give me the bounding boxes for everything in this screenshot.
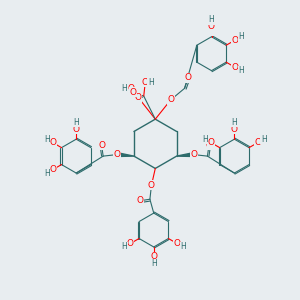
Text: H: H	[261, 135, 267, 144]
Text: O: O	[208, 22, 215, 31]
Text: O: O	[231, 36, 238, 45]
Text: O: O	[98, 141, 105, 150]
Text: H: H	[180, 242, 186, 251]
Text: O: O	[206, 141, 212, 150]
Text: O: O	[150, 253, 157, 262]
Polygon shape	[117, 153, 134, 157]
Text: H: H	[73, 118, 79, 127]
Text: O: O	[174, 239, 181, 248]
Text: H: H	[202, 135, 208, 144]
Text: O: O	[127, 239, 134, 248]
Text: H: H	[44, 169, 50, 178]
Text: H: H	[148, 78, 154, 87]
Text: O: O	[142, 78, 149, 87]
Text: O: O	[190, 150, 197, 159]
Text: O: O	[50, 165, 56, 174]
Text: O: O	[113, 150, 121, 159]
Text: O: O	[148, 181, 155, 190]
Text: O: O	[135, 93, 142, 102]
Text: O: O	[127, 84, 134, 93]
Text: O: O	[208, 138, 214, 147]
Text: O: O	[167, 95, 174, 104]
Text: H: H	[208, 15, 214, 24]
Text: O: O	[254, 138, 261, 147]
Text: H: H	[44, 135, 50, 144]
Text: H: H	[122, 242, 127, 251]
Text: H: H	[232, 118, 237, 127]
Text: O: O	[231, 125, 238, 134]
Polygon shape	[177, 153, 194, 157]
Text: H: H	[151, 260, 157, 268]
Text: O: O	[136, 196, 143, 205]
Text: H: H	[238, 32, 244, 41]
Text: H: H	[121, 84, 127, 93]
Text: O: O	[231, 63, 238, 72]
Text: O: O	[130, 88, 136, 97]
Text: O: O	[73, 125, 80, 134]
Text: O: O	[50, 138, 56, 147]
Text: H: H	[238, 66, 244, 75]
Text: O: O	[185, 73, 192, 82]
